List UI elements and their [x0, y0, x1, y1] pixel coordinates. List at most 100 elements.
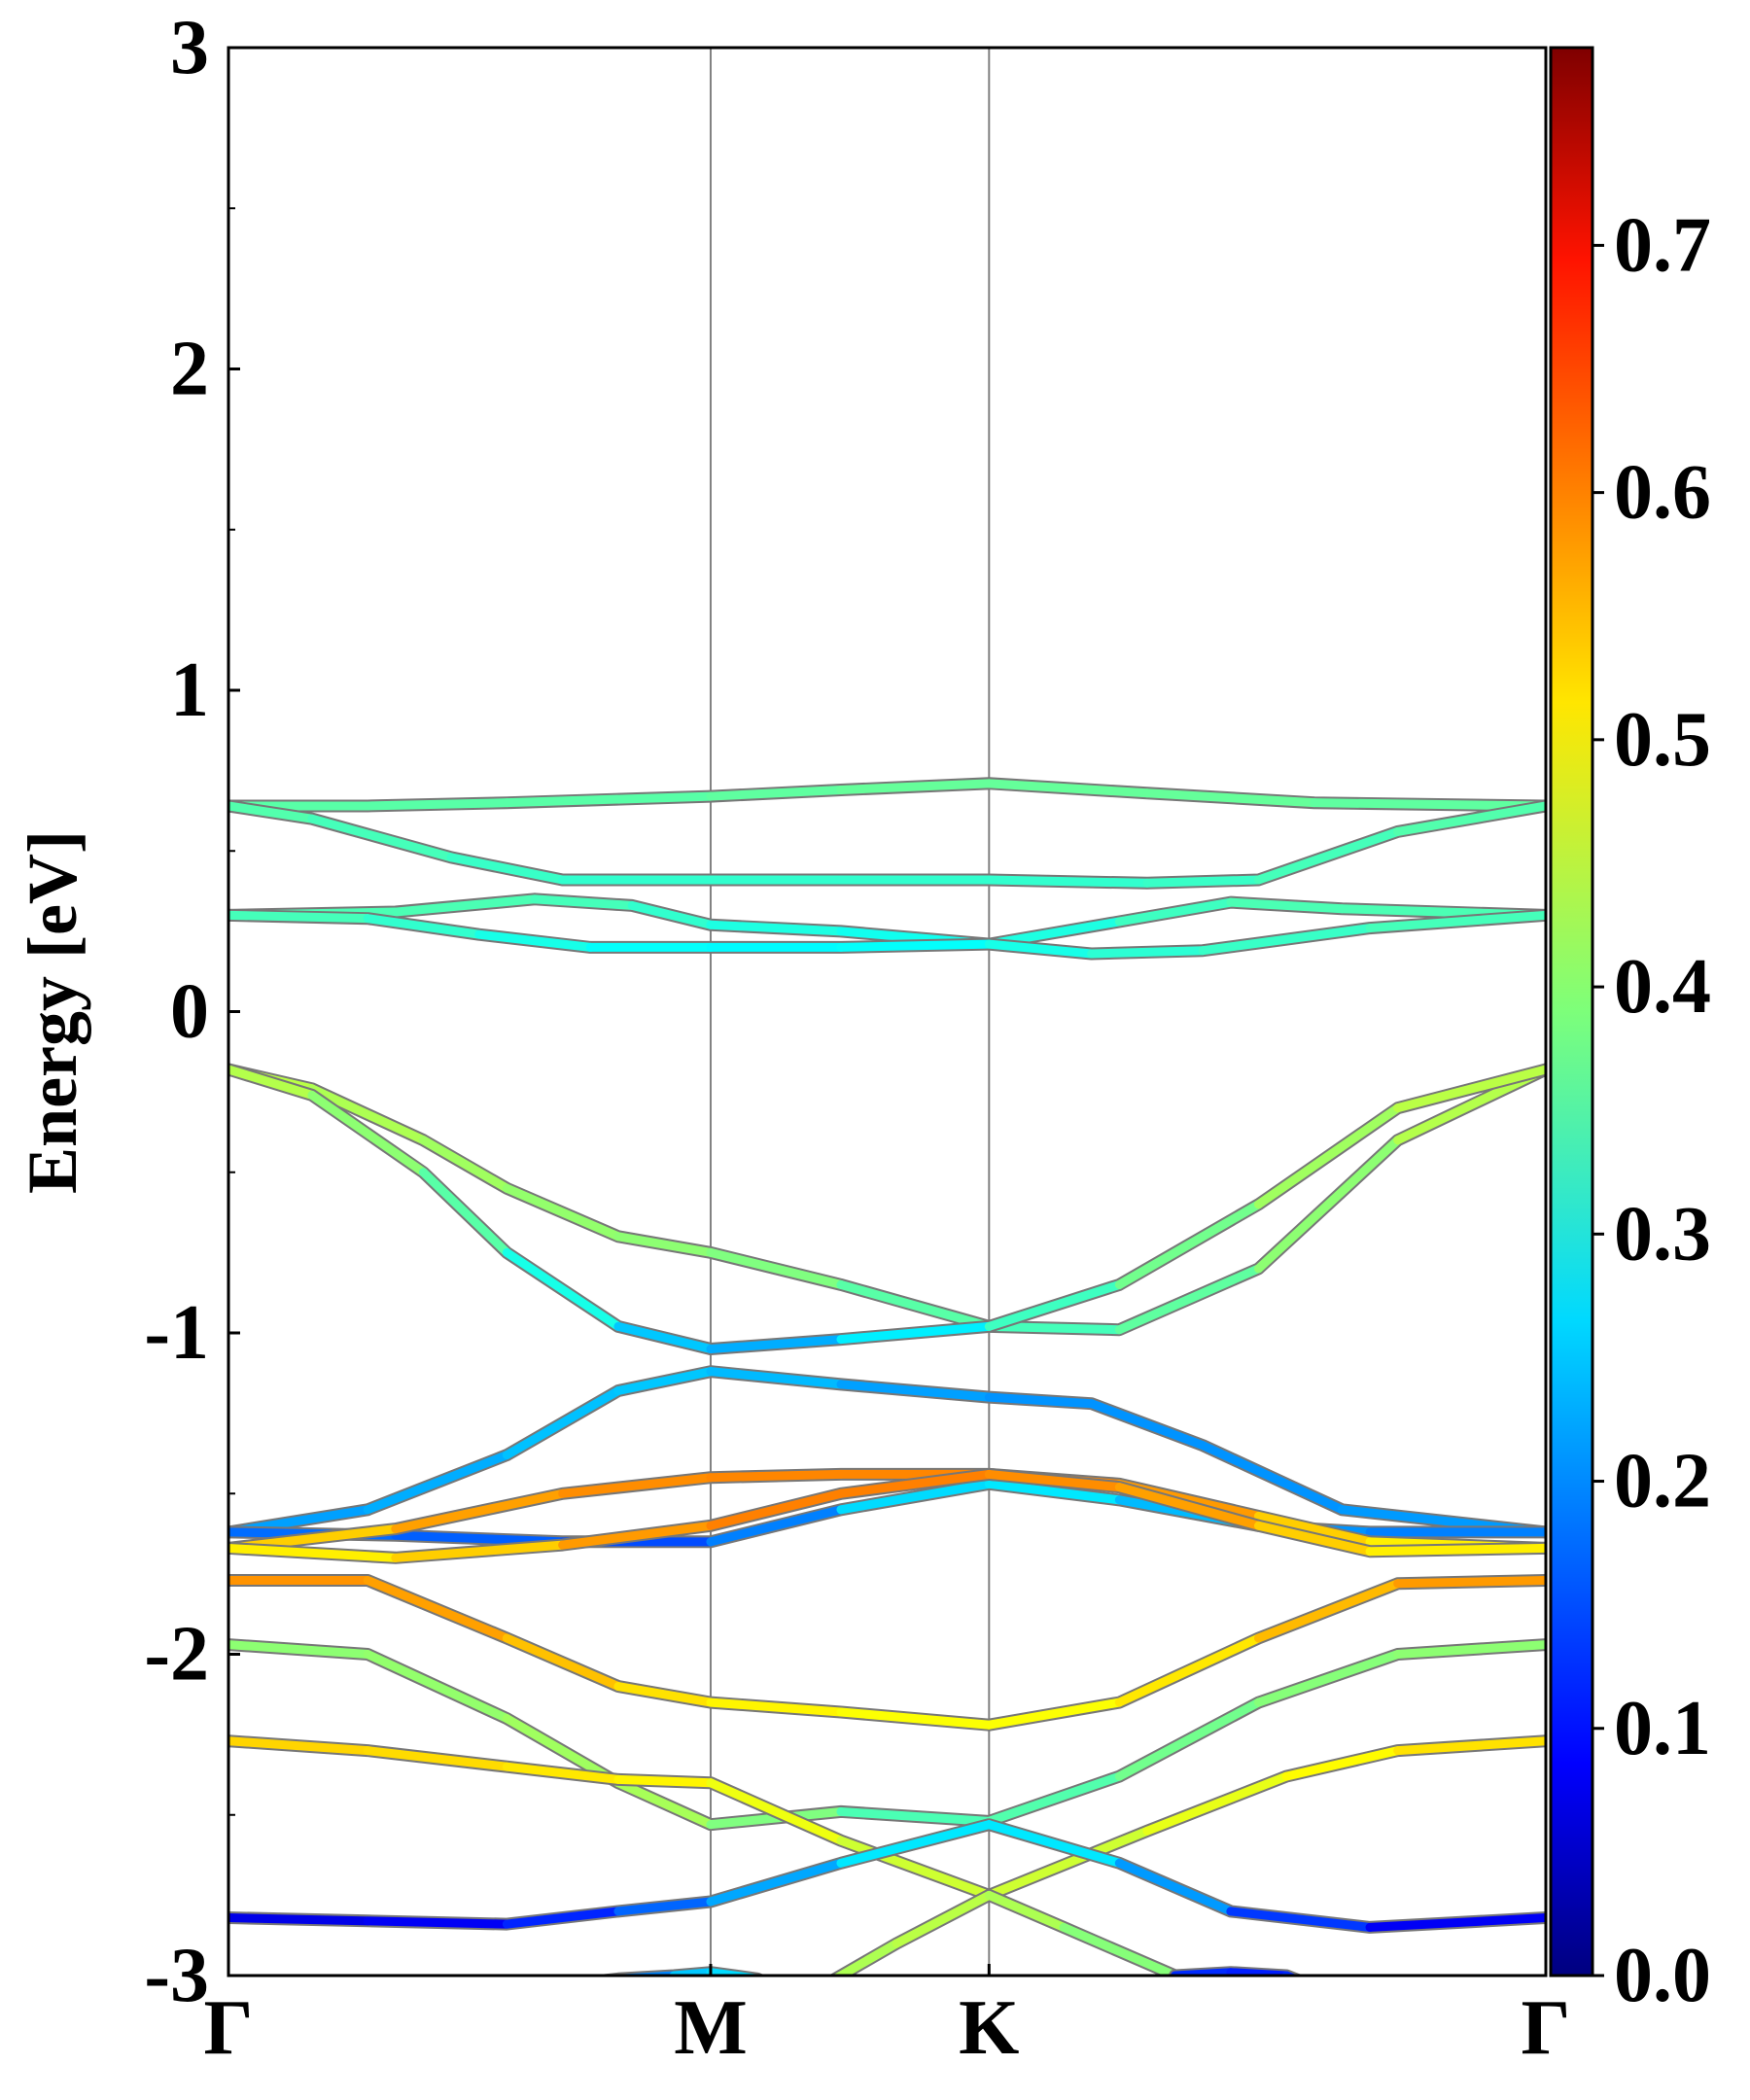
band-segment: [558, 1521, 716, 1550]
band-segment: [1253, 1136, 1403, 1274]
band-segment: [363, 798, 511, 811]
band-segment: [1281, 1971, 1299, 1976]
band-segment: [608, 1974, 621, 1976]
band-segment: [1393, 801, 1546, 836]
band-segment: [307, 814, 456, 862]
band-line: [228, 1734, 1546, 1902]
y-axis-ticks: 3 2 1 0 -1 -2 -3: [144, 5, 240, 2018]
band-segment: [613, 1897, 716, 1916]
band-segment: [363, 1650, 511, 1724]
band-segment: [984, 779, 1152, 798]
band-segment: [984, 1820, 1124, 1868]
band-segment: [706, 1335, 846, 1354]
band-segment: [836, 1279, 994, 1331]
band-segment: [1114, 1858, 1236, 1916]
y-tick-label: -2: [144, 1612, 209, 1698]
band-segment: [1087, 1399, 1208, 1451]
band-segment: [1142, 875, 1263, 888]
high-symmetry-lines: [709, 48, 991, 1976]
band-segment: [984, 1392, 1097, 1409]
band-segment: [706, 1469, 846, 1483]
band-outline: [228, 1818, 1546, 1934]
band-segment: [1198, 1441, 1347, 1515]
band-segment: [1365, 1543, 1546, 1557]
band-segment: [984, 1890, 1068, 1932]
band-segment: [613, 1321, 716, 1354]
band-segment: [1253, 1103, 1403, 1209]
band-segment: [892, 1890, 994, 1948]
band-segment: [1310, 798, 1546, 811]
band-segment: [1226, 1907, 1375, 1932]
band-segment: [228, 1913, 372, 1926]
band-outline: [228, 1063, 1546, 1355]
band-segment: [1142, 1771, 1291, 1836]
band-line: [827, 1888, 1199, 1976]
y-tick-label: 2: [170, 327, 209, 412]
band-segment: [984, 1771, 1124, 1826]
band-segment: [613, 1778, 716, 1830]
band-lines: [228, 777, 1546, 1976]
colorbar-ticks: 0.0 0.1 0.2 0.3 0.4 0.5 0.6 0.7: [1592, 202, 1711, 2018]
band-segment: [530, 894, 637, 910]
band-segment: [1087, 946, 1208, 959]
band-segment: [502, 1762, 623, 1784]
colorbar: [1549, 46, 1594, 1978]
band-segment: [984, 1321, 1124, 1335]
band-segment: [391, 894, 540, 917]
band-line: [228, 1638, 1546, 1832]
band-segment: [1114, 897, 1236, 927]
band-segment: [474, 929, 595, 952]
y-tick-label: -3: [144, 1933, 209, 2018]
band-segment: [627, 900, 716, 929]
band-segment: [1365, 910, 1546, 933]
band-segment: [1253, 1511, 1375, 1547]
band-segment: [1393, 1065, 1546, 1113]
band-segment: [706, 1778, 846, 1845]
band-segment: [228, 1065, 317, 1100]
band-segment: [836, 1820, 994, 1868]
band-segment: [836, 1380, 994, 1402]
band-segment: [418, 1136, 511, 1193]
colorbar-tick-label: 0.5: [1614, 697, 1711, 783]
band-segment: [613, 1682, 716, 1707]
band-segment: [754, 1974, 761, 1976]
band-segment: [706, 1698, 846, 1717]
band-segment: [502, 1385, 623, 1460]
band-segment: [984, 1279, 1124, 1331]
colorbar-tick-label: 0.4: [1614, 944, 1711, 1030]
band-segment: [363, 914, 484, 939]
band-line: [228, 1063, 1546, 1355]
band-segment: [706, 1488, 846, 1530]
band-segment: [836, 1479, 994, 1515]
band-line: [228, 1063, 1546, 1337]
band-segment: [1365, 1913, 1546, 1932]
band-segment: [228, 910, 372, 924]
band-segment: [706, 1968, 761, 1976]
band-segment: [502, 1633, 623, 1692]
y-tick-label: 1: [170, 648, 209, 733]
colorbar-tick-label: 0.2: [1614, 1439, 1711, 1524]
band-segment: [836, 1469, 994, 1498]
band-segment: [836, 1321, 994, 1345]
band-segment: [228, 1640, 372, 1659]
band-segment: [836, 1836, 994, 1900]
band-segment: [706, 920, 846, 936]
band-segment: [446, 853, 568, 885]
band-segment: [391, 1488, 568, 1534]
band-segment: [706, 1367, 846, 1389]
band-segment: [1059, 1922, 1180, 1976]
band-segment: [613, 1774, 716, 1788]
band-segment: [706, 785, 846, 801]
band-segment: [1253, 826, 1403, 885]
band-segment: [418, 1168, 511, 1257]
band-segment: [1281, 1746, 1403, 1781]
band-segment: [363, 1916, 511, 1929]
band-segment: [502, 1247, 623, 1331]
band-segment: [1171, 1971, 1191, 1976]
band-segment: [1114, 1633, 1263, 1707]
y-tick-label: -1: [144, 1290, 209, 1376]
band-segment: [1198, 924, 1375, 956]
band-line: [228, 799, 1546, 890]
band-line: [228, 777, 1546, 813]
